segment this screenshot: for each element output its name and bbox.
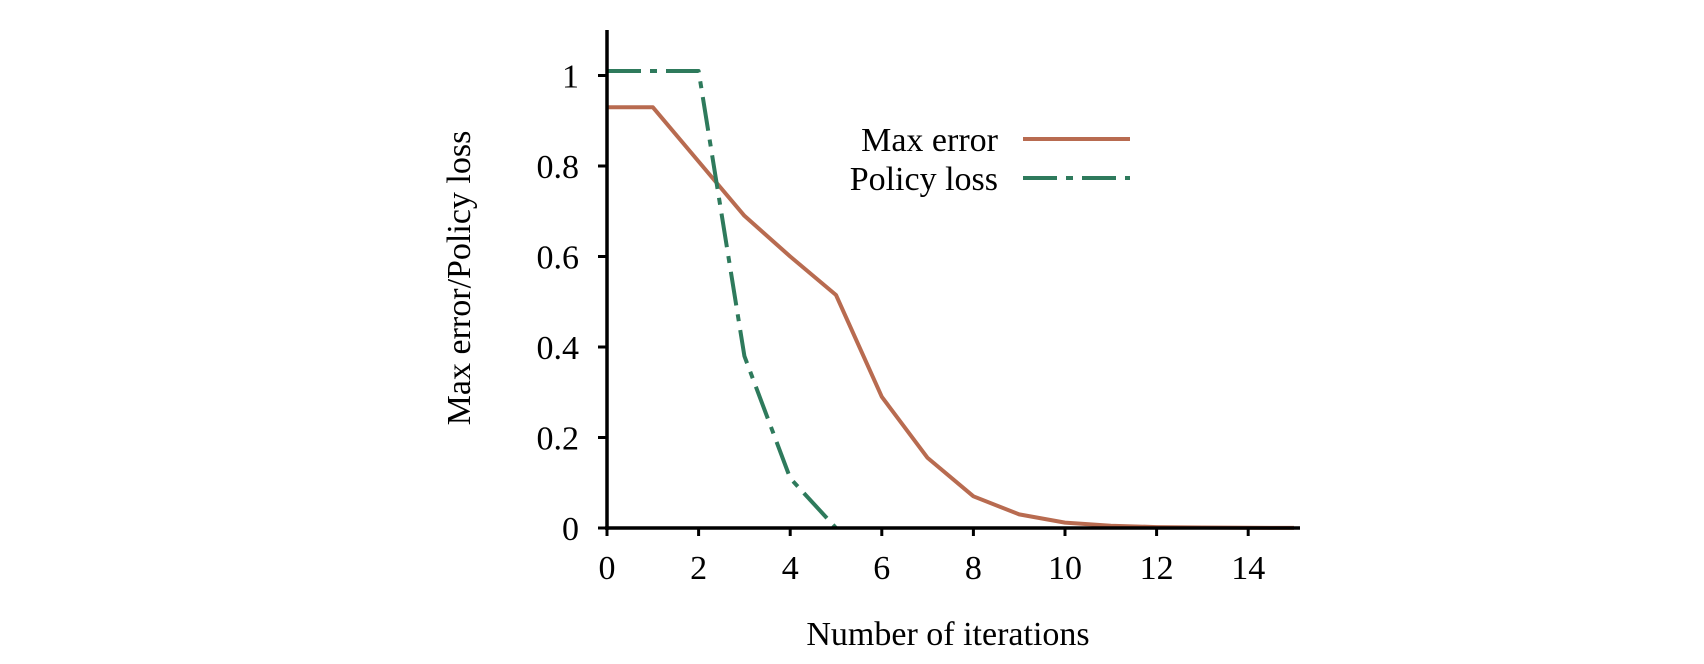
legend-label: Max error <box>861 122 999 159</box>
x-tick-label: 10 <box>1048 550 1082 587</box>
y-axis-title: Max error/Policy loss <box>441 131 478 426</box>
x-tick-label: 6 <box>873 550 890 587</box>
x-ticks: 0 2 4 6 8 10 12 14 <box>599 528 1265 587</box>
x-tick-label: 12 <box>1140 550 1174 587</box>
x-axis-title: Number of iterations <box>806 616 1089 653</box>
x-tick-label: 2 <box>690 550 707 587</box>
x-tick-label: 14 <box>1231 550 1265 587</box>
y-tick-label: 0.2 <box>537 421 580 458</box>
y-tick-label: 0.6 <box>537 240 580 277</box>
x-tick-label: 0 <box>599 550 616 587</box>
y-tick-label: 1 <box>562 59 579 96</box>
legend-label: Policy loss <box>850 161 998 198</box>
x-tick-label: 4 <box>782 550 799 587</box>
y-tick-label: 0.4 <box>537 330 580 367</box>
y-tick-label: 0 <box>562 511 579 548</box>
axes-layer <box>605 30 1300 530</box>
y-ticks: 0 0.2 0.4 0.6 0.8 1 <box>537 59 607 548</box>
y-tick-label: 0.8 <box>537 149 580 186</box>
x-tick-label: 8 <box>965 550 982 587</box>
series-line-2 <box>607 69 838 530</box>
